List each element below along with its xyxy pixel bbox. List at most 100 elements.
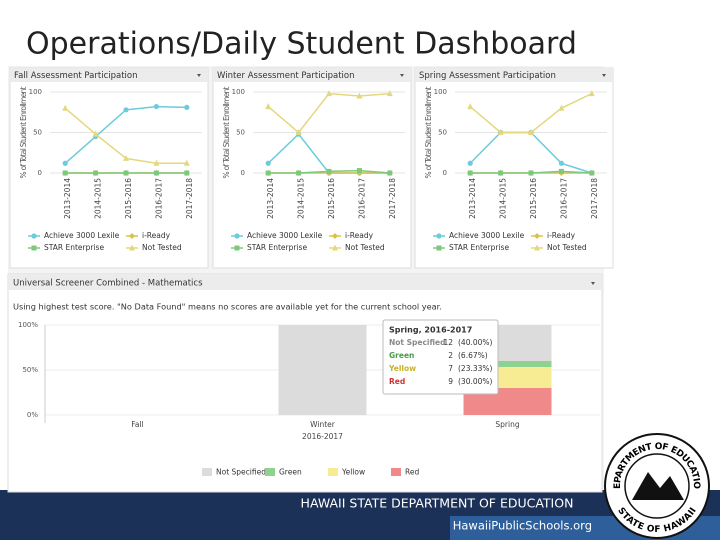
panel-subtitle: Using highest test score. "No Data Found…: [13, 302, 442, 312]
marker: [123, 107, 129, 113]
legend-label: i-Ready: [142, 231, 171, 240]
x-tick-label: Winter: [310, 420, 336, 429]
marker: [296, 170, 302, 176]
marker: [588, 90, 595, 97]
marker: [467, 160, 473, 166]
legend-marker: [436, 233, 442, 239]
marker: [467, 103, 474, 110]
legend-swatch: [202, 468, 212, 476]
x-tick-label: 2013-2014: [266, 178, 275, 219]
footer-org: HAWAII STATE DEPARTMENT OF EDUCATION: [301, 496, 574, 511]
legend-label: Yellow: [341, 468, 365, 477]
marker: [265, 103, 272, 110]
panel: [212, 67, 412, 269]
marker: [62, 160, 68, 166]
y-tick-label: 50: [438, 129, 447, 137]
x-tick-label: 2015-2016: [124, 178, 133, 219]
marker: [184, 170, 190, 176]
marker: [498, 170, 504, 176]
marker: [356, 92, 363, 99]
y-tick-label: 50: [33, 129, 42, 137]
menu-caret: [400, 74, 404, 77]
legend-marker: [129, 233, 135, 239]
x-tick-label: 2016-2017: [559, 178, 568, 219]
legend-label: i-Ready: [345, 231, 374, 240]
x-tick-label: Fall: [131, 420, 143, 429]
y-tick-label: 0: [241, 169, 245, 177]
x-tick-label: 2017-2018: [185, 178, 194, 219]
panel: [9, 67, 209, 269]
legend-label: Not Tested: [547, 243, 587, 252]
y-tick-label: 50: [236, 129, 245, 137]
x-tick-label: 2017-2018: [590, 178, 599, 219]
legend-label: Green: [279, 468, 302, 477]
legend-swatch: [328, 468, 338, 476]
legend-label: Achieve 3000 Lexile: [247, 231, 323, 240]
tooltip-name: Red: [389, 377, 405, 386]
x-tick-label: 2017-2018: [388, 178, 397, 219]
tooltip-count: 7: [448, 364, 453, 373]
bar-segment: [278, 325, 367, 415]
marker: [326, 168, 332, 174]
legend-label: Achieve 3000 Lexile: [449, 231, 525, 240]
marker: [589, 170, 595, 176]
y-axis-label: % of Total Student Enrollment: [222, 86, 231, 178]
panel-header: [213, 68, 411, 82]
marker: [265, 170, 271, 176]
x-tick-label: 2014-2015: [297, 178, 306, 219]
marker: [326, 90, 332, 97]
legend-label: STAR Enterprise: [247, 243, 307, 252]
marker: [93, 170, 99, 176]
legend-marker: [534, 244, 540, 251]
x-tick-label: 2013-2014: [468, 178, 477, 219]
legend-label: Red: [405, 468, 419, 477]
panel-header: [10, 68, 208, 82]
y-axis-label: % of Total Student Enrollment: [19, 86, 28, 178]
marker: [528, 170, 534, 176]
y-tick-label: 100: [29, 88, 42, 96]
x-axis-label: 2016-2017: [302, 432, 343, 441]
tooltip-pct: (6.67%): [458, 351, 488, 360]
marker: [153, 170, 159, 176]
legend-marker: [534, 233, 540, 239]
legend-label: Not Tested: [142, 243, 182, 252]
y-tick-label: 0%: [27, 411, 38, 419]
tooltip-count: 2: [448, 351, 453, 360]
marker: [123, 170, 129, 176]
x-tick-label: Spring: [495, 420, 519, 429]
marker: [153, 103, 159, 110]
tooltip-count: 12: [443, 338, 453, 347]
legend-marker: [234, 233, 240, 239]
legend-label: i-Ready: [547, 231, 576, 240]
menu-caret: [602, 74, 606, 77]
marker: [467, 170, 473, 176]
y-tick-label: 0: [38, 169, 42, 177]
tooltip-pct: (23.33%): [458, 364, 493, 373]
x-tick-label: 2016-2017: [154, 178, 163, 219]
marker: [558, 160, 565, 166]
y-axis-label: % of Total Student Enrollment: [424, 86, 433, 178]
bar-segment: [463, 361, 552, 368]
legend-label: STAR Enterprise: [44, 243, 104, 252]
marker: [558, 168, 564, 174]
marker: [497, 129, 504, 135]
marker: [558, 104, 565, 111]
footer-url: HawaiiPublicSchools.org: [453, 519, 592, 533]
legend-marker: [332, 233, 338, 239]
y-tick-label: 100: [232, 88, 245, 96]
y-tick-label: 0: [443, 169, 447, 177]
panel-header: [415, 68, 613, 82]
legend-marker: [234, 245, 240, 251]
menu-caret: [591, 282, 595, 285]
panel-header: [8, 274, 602, 290]
legend-marker: [31, 233, 37, 239]
marker: [184, 104, 190, 110]
y-tick-label: 50%: [22, 366, 38, 374]
marker: [528, 129, 534, 135]
marker: [183, 159, 190, 166]
x-tick-label: 2015-2016: [529, 178, 538, 219]
seal-ring: [624, 453, 690, 519]
menu-caret: [197, 74, 201, 77]
